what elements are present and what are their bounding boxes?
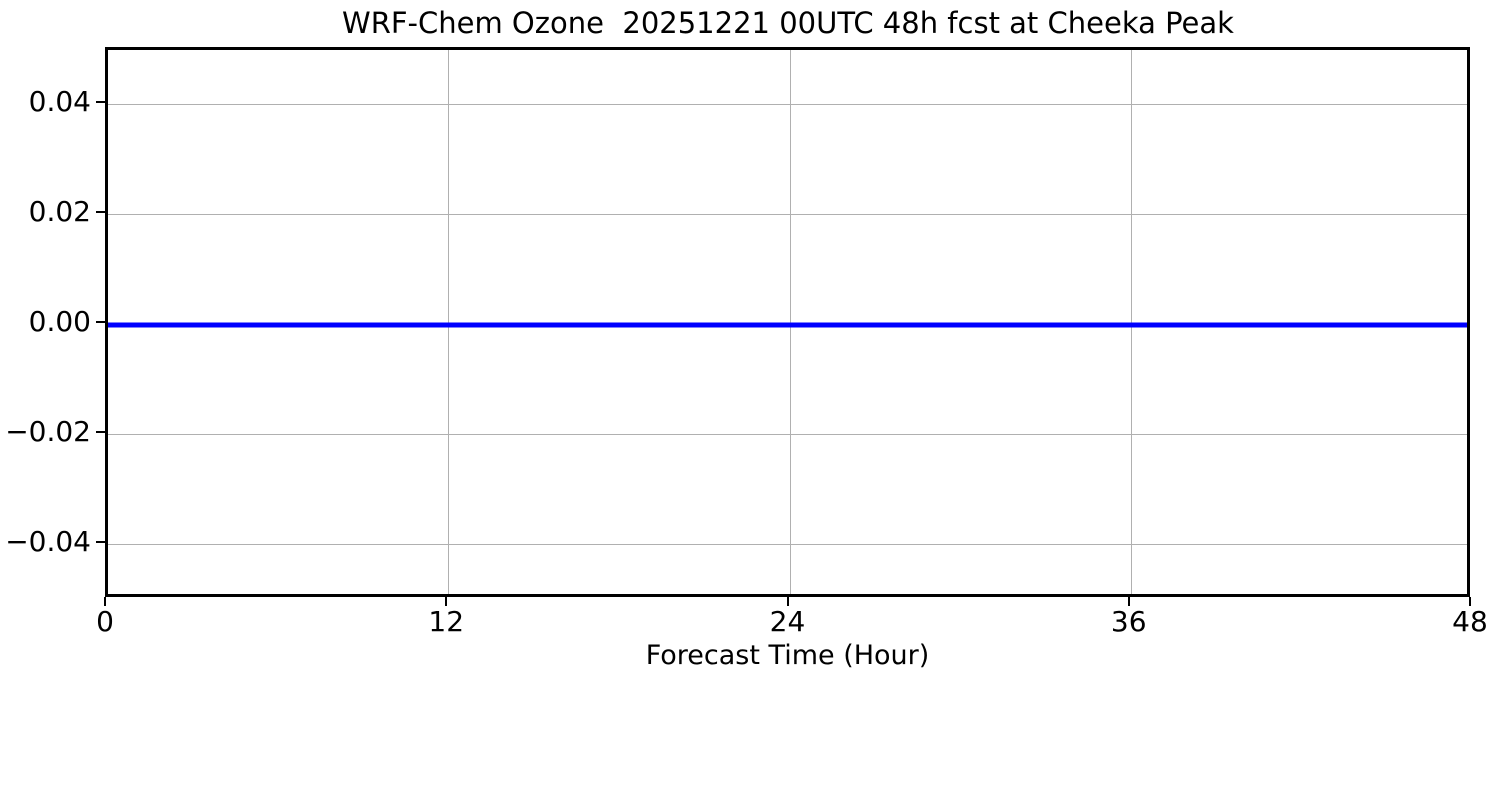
x-axis-tick	[1127, 597, 1130, 606]
gridline-vertical	[448, 50, 450, 594]
x-axis-tick	[445, 597, 448, 606]
gridline-horizontal	[108, 434, 1467, 435]
gridline-horizontal	[108, 544, 1467, 545]
x-axis-tick-label: 0	[96, 605, 114, 638]
y-axis-tick	[96, 541, 105, 543]
x-axis-tick-label: 12	[428, 605, 465, 638]
y-axis-tick-label: −0.02	[5, 415, 91, 448]
x-axis-tick-label: 36	[1110, 605, 1147, 638]
x-axis-tick-label: 24	[769, 605, 806, 638]
series-canvas	[108, 322, 1467, 328]
x-axis-label: Forecast Time (Hour)	[645, 640, 930, 671]
y-axis-tick	[96, 101, 105, 103]
y-axis-tick-label: −0.04	[5, 525, 91, 558]
x-axis-tick	[786, 597, 789, 606]
x-axis-tick-label: 48	[1452, 605, 1488, 638]
gridline-vertical	[789, 50, 791, 594]
x-axis-tick	[1469, 597, 1471, 606]
gridline-vertical	[1130, 50, 1132, 594]
y-axis-tick	[96, 211, 105, 213]
y-axis-tick-label: 0.04	[28, 85, 91, 118]
gridline-horizontal	[108, 214, 1467, 215]
y-axis-tick-label: 0.00	[28, 305, 91, 338]
chart-title: WRF-Chem Ozone 20251221 00UTC 48h fcst a…	[342, 6, 1234, 40]
y-axis-tick	[96, 321, 105, 323]
y-axis-label-clip: Ozone (ppmv)	[0, 47, 4, 597]
gridline-horizontal	[108, 104, 1467, 105]
y-axis-tick	[96, 431, 105, 433]
plot-axes-frame	[105, 47, 1470, 597]
plot-inner-canvas	[108, 50, 1467, 594]
x-axis-tick	[104, 597, 106, 606]
y-axis-tick-label: 0.02	[28, 195, 91, 228]
